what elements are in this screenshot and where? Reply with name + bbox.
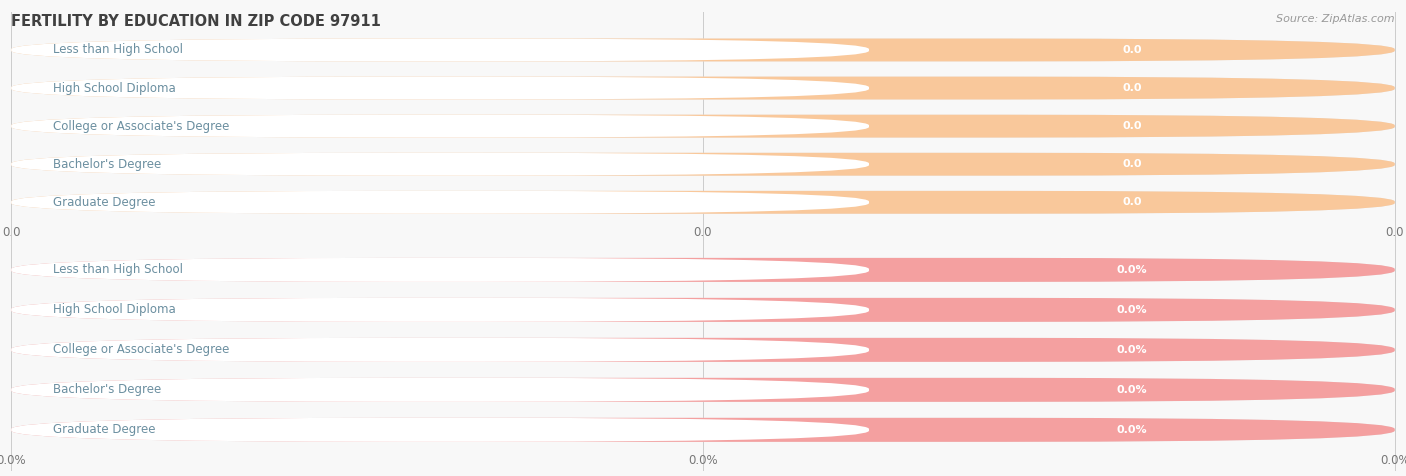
FancyBboxPatch shape bbox=[11, 153, 1395, 176]
FancyBboxPatch shape bbox=[11, 39, 869, 61]
FancyBboxPatch shape bbox=[11, 258, 1395, 282]
FancyBboxPatch shape bbox=[11, 191, 869, 214]
FancyBboxPatch shape bbox=[11, 378, 869, 402]
Text: 0.0%: 0.0% bbox=[1116, 345, 1147, 355]
Text: 0.0%: 0.0% bbox=[1116, 305, 1147, 315]
FancyBboxPatch shape bbox=[11, 153, 869, 176]
Text: High School Diploma: High School Diploma bbox=[53, 81, 176, 95]
FancyBboxPatch shape bbox=[11, 378, 1395, 402]
FancyBboxPatch shape bbox=[11, 258, 869, 282]
Text: High School Diploma: High School Diploma bbox=[53, 303, 176, 317]
FancyBboxPatch shape bbox=[11, 298, 869, 322]
FancyBboxPatch shape bbox=[11, 191, 1395, 214]
Text: 0.0%: 0.0% bbox=[1116, 425, 1147, 435]
FancyBboxPatch shape bbox=[11, 418, 869, 442]
FancyBboxPatch shape bbox=[11, 418, 1395, 442]
FancyBboxPatch shape bbox=[11, 338, 869, 362]
Text: Bachelor's Degree: Bachelor's Degree bbox=[53, 383, 162, 397]
Text: 0.0: 0.0 bbox=[1122, 45, 1142, 55]
Text: Graduate Degree: Graduate Degree bbox=[53, 196, 155, 209]
FancyBboxPatch shape bbox=[11, 338, 1395, 362]
FancyBboxPatch shape bbox=[11, 115, 869, 138]
FancyBboxPatch shape bbox=[11, 191, 1395, 214]
FancyBboxPatch shape bbox=[11, 77, 1395, 99]
Text: 0.0: 0.0 bbox=[1122, 197, 1142, 208]
FancyBboxPatch shape bbox=[11, 298, 1395, 322]
Text: College or Associate's Degree: College or Associate's Degree bbox=[53, 119, 229, 133]
Text: Bachelor's Degree: Bachelor's Degree bbox=[53, 158, 162, 171]
Text: FERTILITY BY EDUCATION IN ZIP CODE 97911: FERTILITY BY EDUCATION IN ZIP CODE 97911 bbox=[11, 14, 381, 30]
FancyBboxPatch shape bbox=[11, 115, 1395, 138]
FancyBboxPatch shape bbox=[11, 153, 1395, 176]
Text: 0.0: 0.0 bbox=[1122, 83, 1142, 93]
FancyBboxPatch shape bbox=[11, 77, 869, 99]
FancyBboxPatch shape bbox=[11, 378, 1395, 402]
Text: 0.0%: 0.0% bbox=[1116, 265, 1147, 275]
FancyBboxPatch shape bbox=[11, 258, 1395, 282]
FancyBboxPatch shape bbox=[11, 298, 1395, 322]
FancyBboxPatch shape bbox=[11, 39, 1395, 61]
FancyBboxPatch shape bbox=[11, 338, 1395, 362]
Text: Less than High School: Less than High School bbox=[53, 263, 183, 277]
Text: Less than High School: Less than High School bbox=[53, 43, 183, 57]
FancyBboxPatch shape bbox=[11, 115, 1395, 138]
Text: Graduate Degree: Graduate Degree bbox=[53, 423, 155, 436]
FancyBboxPatch shape bbox=[11, 418, 1395, 442]
Text: 0.0: 0.0 bbox=[1122, 121, 1142, 131]
FancyBboxPatch shape bbox=[11, 39, 1395, 61]
FancyBboxPatch shape bbox=[11, 77, 1395, 99]
Text: College or Associate's Degree: College or Associate's Degree bbox=[53, 343, 229, 357]
Text: 0.0: 0.0 bbox=[1122, 159, 1142, 169]
Text: 0.0%: 0.0% bbox=[1116, 385, 1147, 395]
Text: Source: ZipAtlas.com: Source: ZipAtlas.com bbox=[1277, 14, 1395, 24]
